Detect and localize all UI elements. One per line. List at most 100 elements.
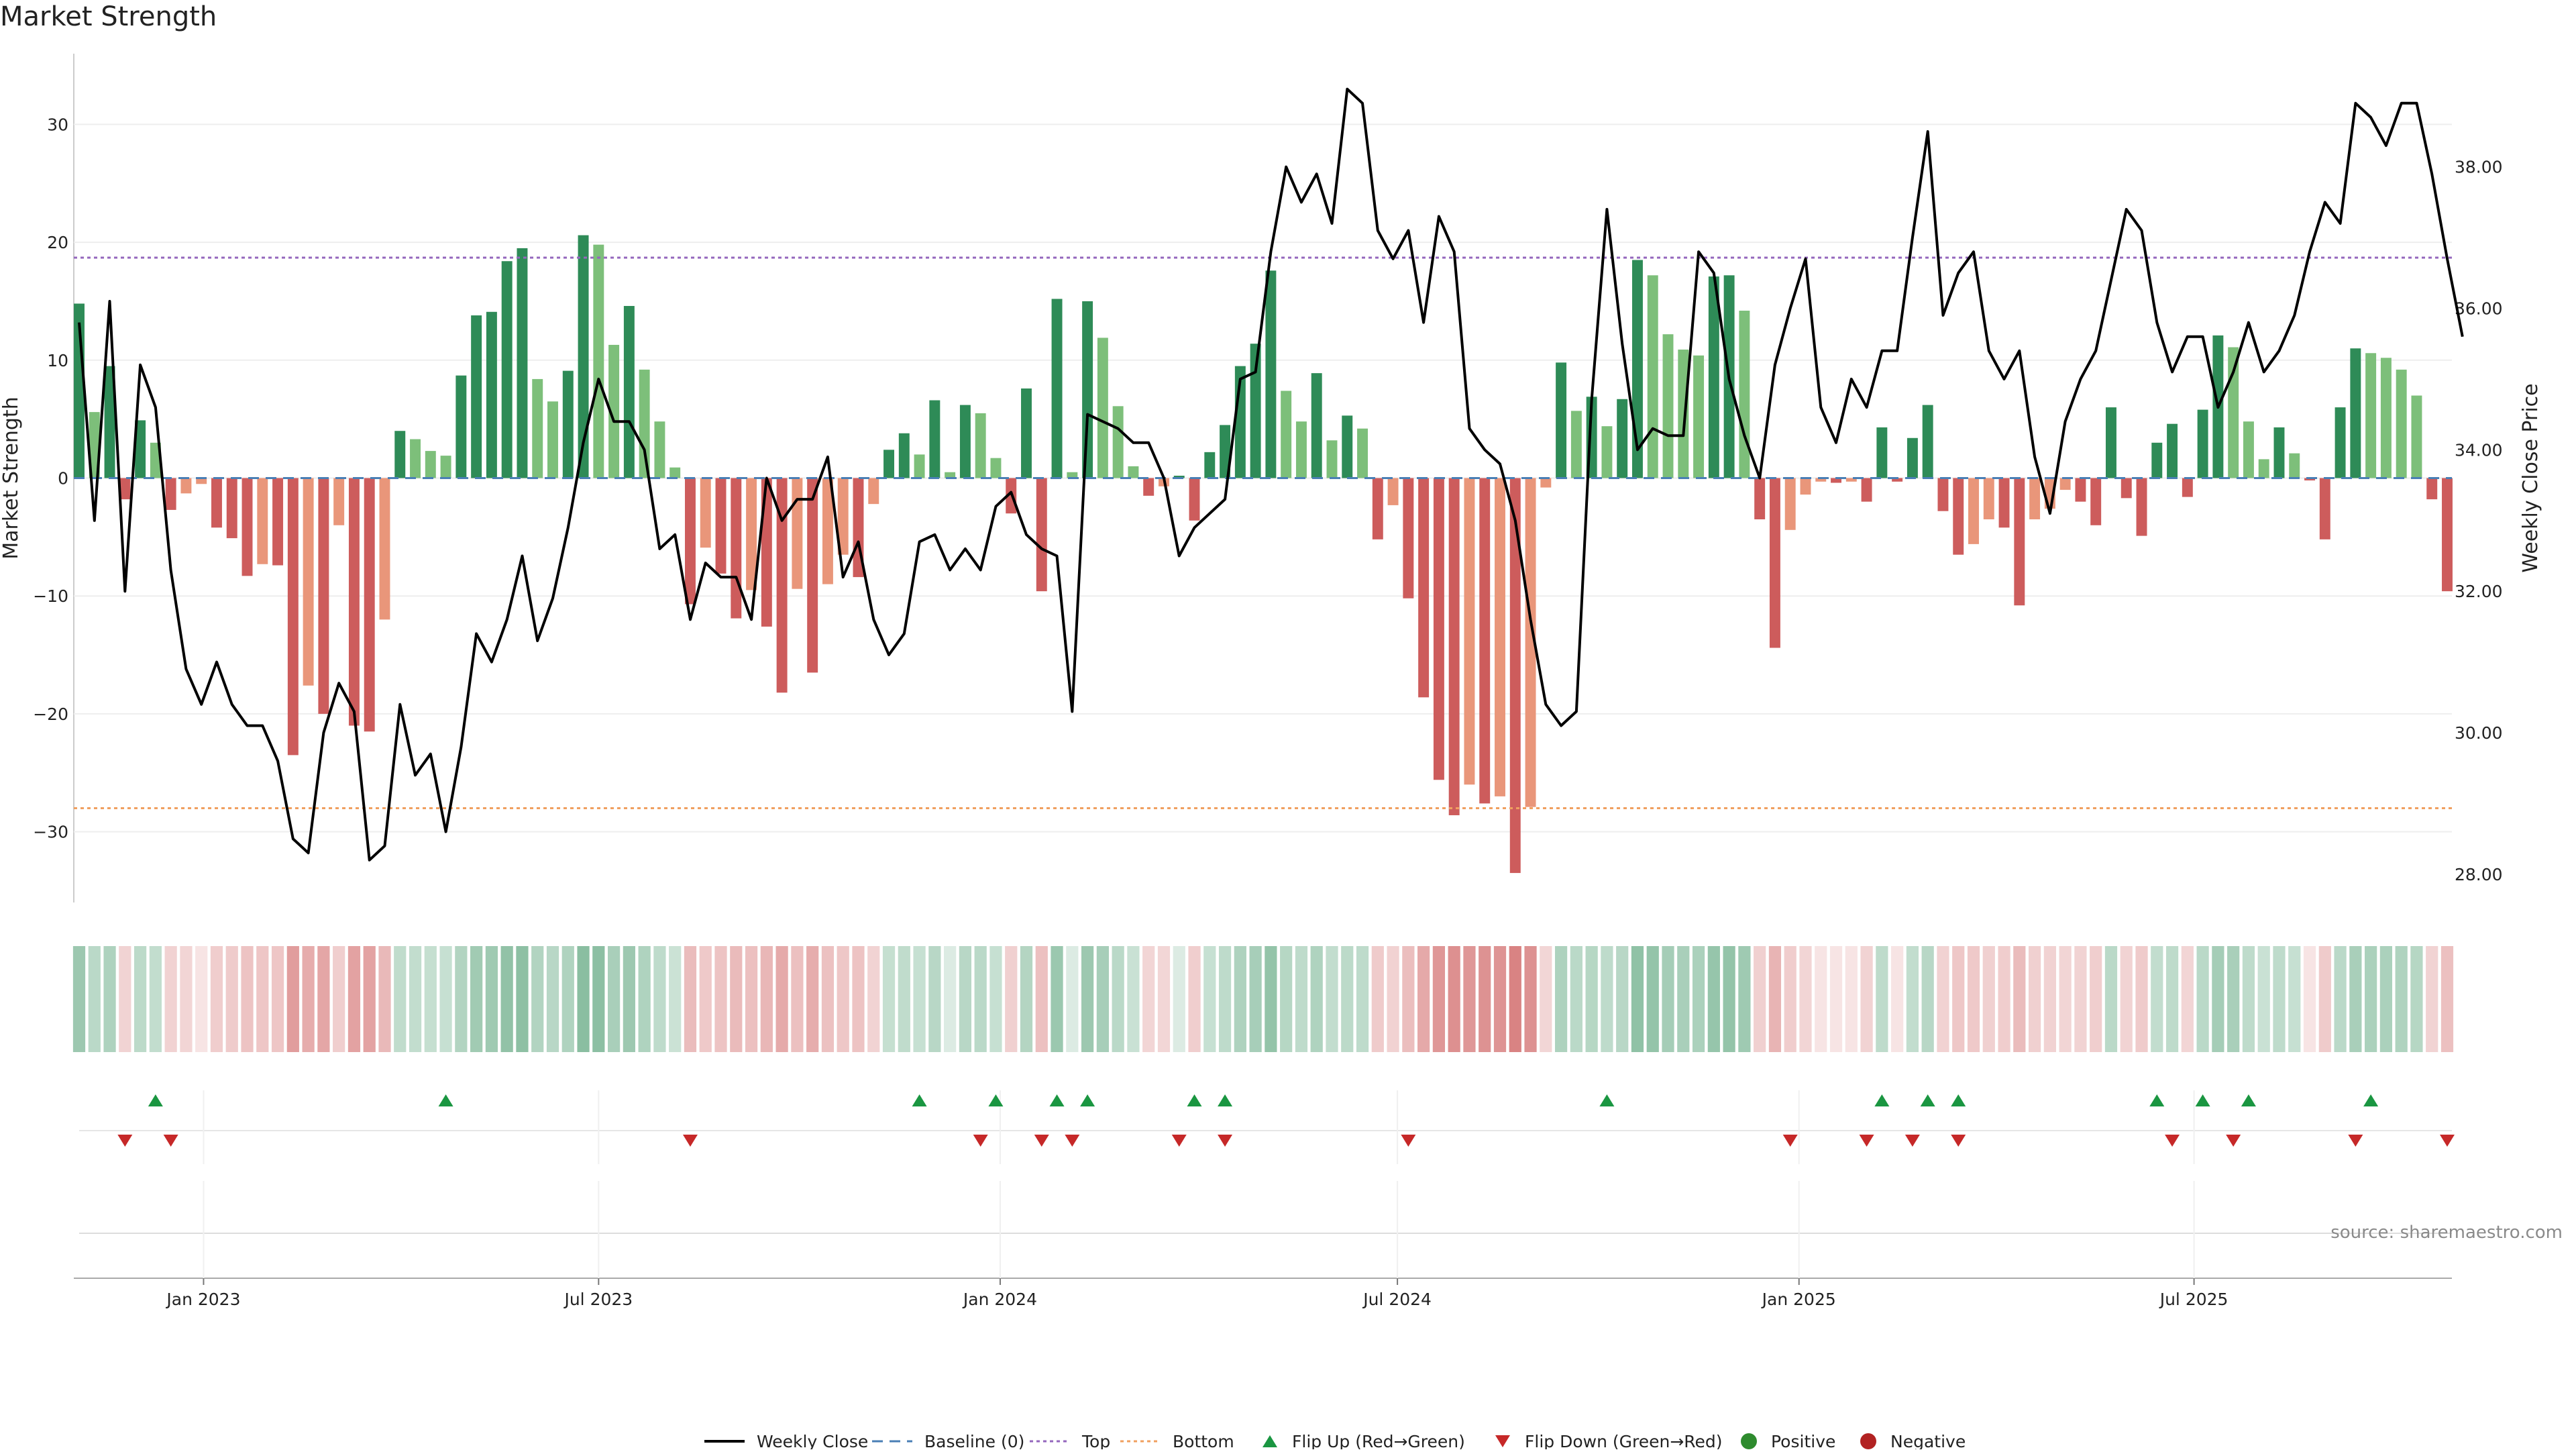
strength-bar [684,478,696,605]
heatmap-cell [791,946,804,1052]
heatmap-cell [1646,946,1659,1052]
x-tick-label: Jul 2025 [2159,1290,2229,1309]
legend-label: Flip Up (Red→Green) [1292,1432,1465,1449]
strength-bar [929,400,941,478]
strength-bar [1831,478,1842,483]
heatmap-cell [1203,946,1216,1052]
page-title: Market Strength [0,1,217,32]
heatmap-cell [1754,946,1766,1052]
strength-bar [2121,478,2132,499]
heatmap-cell [2273,946,2286,1052]
strength-bar [945,472,956,478]
strength-bar [318,478,329,714]
heatmap-cell [88,946,101,1052]
legend-label: Bottom [1173,1432,1234,1449]
heatmap-cell [241,946,254,1052]
strength-bar [2289,453,2300,478]
strength-bar [1387,478,1399,505]
strength-bar [379,478,390,620]
flip-up-marker [2241,1094,2256,1106]
strength-bar [1021,388,1032,478]
heatmap-cell [623,946,635,1052]
strength-bar [333,478,345,525]
heatmap-cell [882,946,896,1052]
strength-bar [1128,466,1139,478]
heatmap-cell [1035,946,1048,1052]
heatmap-cell [256,946,269,1052]
strength-bar [2014,478,2025,606]
heatmap-cell [1234,946,1246,1052]
strength-bar [2167,423,2178,478]
heatmap-cell [2242,946,2255,1052]
strength-bar [348,478,360,726]
heatmap-cell [500,946,513,1052]
heatmap-cell [1540,946,1552,1052]
strength-bar [1433,478,1444,780]
flip-down-marker [117,1135,133,1147]
strength-bar [1418,478,1430,698]
heatmap-cell [1662,946,1674,1052]
heatmap-cell [119,946,131,1052]
strength-bar [959,405,971,478]
flip-down-marker [2440,1135,2455,1147]
heatmap-cell [2410,946,2423,1052]
heatmap-cell [2318,946,2331,1052]
strength-bar [2105,407,2116,478]
strength-bar [700,478,711,548]
strength-bar [608,344,620,478]
strength-bar [241,478,253,576]
strength-bar [1647,275,1658,478]
y-tick-label: 0 [58,469,68,488]
heatmap-cell [699,946,712,1052]
strength-bar [180,478,192,494]
heatmap-cell [1921,946,1934,1052]
strength-bar [471,315,482,478]
strength-bar [1693,355,1705,478]
heatmap-cell [1326,946,1338,1052]
heatmap-cell [2165,946,2179,1052]
strength-bar [165,478,176,510]
heatmap-cell [913,946,926,1052]
heatmap-cell [1295,946,1308,1052]
strength-bar [1265,270,1277,478]
legend-item-top: Top [1030,1432,1110,1451]
y2-tick-label: 28.00 [2455,865,2503,884]
strength-bars [74,235,2453,874]
flip-down-marker [1401,1135,1416,1147]
x-tick-label: Jan 2024 [962,1290,1037,1309]
strength-bar [1143,478,1155,496]
heatmap-cell [1784,946,1796,1052]
heatmap-cell [867,946,880,1052]
strength-bar [1495,478,1505,796]
strength-bar [150,442,161,478]
strength-bar [1464,478,1475,785]
strength-bar [1372,478,1383,539]
flip-down-marker [1171,1135,1187,1147]
heatmap-cell [333,946,345,1052]
heatmap-cell [1448,946,1460,1052]
y2-tick-label: 36.00 [2455,299,2503,319]
strength-bar [1892,478,1903,482]
strength-bar [1082,301,1093,478]
heatmap-cell [317,946,330,1052]
flip-up-marker [1080,1094,1095,1106]
strength-bar [425,451,436,478]
strength-bar [2273,427,2285,478]
strength-bar [2197,409,2208,478]
strength-bar [1922,405,1933,478]
heatmap-cell [592,946,605,1052]
strength-bar [1769,478,1780,648]
heatmap-cell [1265,946,1277,1052]
strength-bar [868,478,879,505]
strength-bar [593,244,604,478]
strength-bar [731,478,742,619]
heatmap-cell [1218,946,1232,1052]
heatmap-cell [531,946,544,1052]
flip-down-marker [682,1135,698,1147]
strength-bar [1295,421,1307,478]
heatmap-cell [1554,946,1568,1052]
heatmap-cell [1341,946,1354,1052]
strength-bar [1326,440,1338,478]
heatmap-cell [1112,946,1124,1052]
strength-bar [623,305,635,478]
